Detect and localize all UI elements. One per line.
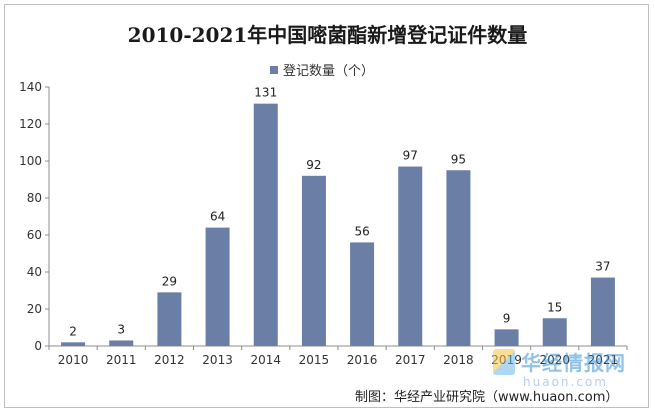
bar (398, 166, 423, 346)
bar (157, 292, 182, 346)
y-tick-label: 140 (19, 80, 42, 94)
y-tick-label: 20 (27, 302, 42, 316)
x-tick-label: 2020 (539, 353, 570, 367)
data-label: 64 (210, 210, 225, 224)
bar (205, 227, 230, 346)
bar (61, 342, 86, 346)
legend-swatch (270, 65, 278, 74)
bar (590, 277, 615, 346)
brand-logo-icon (493, 348, 515, 375)
watermark-url: huaon.com (523, 375, 608, 389)
data-label: 29 (162, 274, 177, 288)
y-tick-label: 120 (19, 117, 42, 131)
data-label: 97 (403, 149, 418, 163)
x-tick-label: 2017 (395, 353, 426, 367)
data-label: 95 (451, 152, 466, 166)
bar (253, 103, 278, 347)
data-label: 37 (595, 260, 610, 274)
bar (542, 318, 567, 346)
data-label: 131 (254, 86, 277, 100)
x-tick-label: 2018 (443, 353, 474, 367)
data-label: 92 (306, 158, 321, 172)
y-tick-label: 40 (27, 265, 42, 279)
chart-legend: 登记数量（个） (270, 60, 374, 79)
legend-label: 登记数量（个） (283, 64, 375, 79)
data-label: 3 (117, 322, 125, 336)
chart-title: 2010-2021年中国嘧菌酯新增登记证件数量 (127, 23, 528, 47)
x-tick-label: 2011 (106, 353, 137, 367)
y-tick-label: 0 (34, 339, 42, 353)
x-tick-label: 2015 (299, 353, 330, 367)
y-tick-label: 100 (19, 154, 42, 168)
watermark-name: 华经情报网 (521, 351, 626, 375)
chart-frame: 2010-2021年中国嘧菌酯新增登记证件数量 登记数量（个） 0 20 40 60 8… (4, 4, 649, 408)
x-tick-label: 2013 (202, 353, 233, 367)
y-tick-label: 80 (27, 191, 42, 205)
data-label: 56 (354, 224, 369, 238)
bar (350, 242, 375, 346)
bar-chart: 0 20 40 60 80 100 120 140 2 2010 3 2011 29 2012 64 2013… (19, 80, 628, 367)
bar (446, 170, 471, 346)
bar (301, 175, 326, 346)
source-credit: 制图：华经产业研究院（www.huaon.com） (355, 390, 619, 405)
watermark-logo: 华经情报网 huaon.com (493, 347, 626, 389)
x-tick-label: 2021 (588, 353, 619, 367)
x-tick-label: 2014 (250, 353, 281, 367)
data-label: 15 (547, 300, 562, 314)
x-tick-label: 2010 (58, 353, 89, 367)
bar (109, 340, 134, 346)
bar (494, 329, 519, 346)
x-tick-label: 2012 (154, 353, 185, 367)
x-tick-label: 2016 (347, 353, 378, 367)
y-tick-label: 60 (27, 228, 42, 242)
data-label: 9 (503, 311, 511, 325)
data-label: 2 (69, 324, 77, 338)
